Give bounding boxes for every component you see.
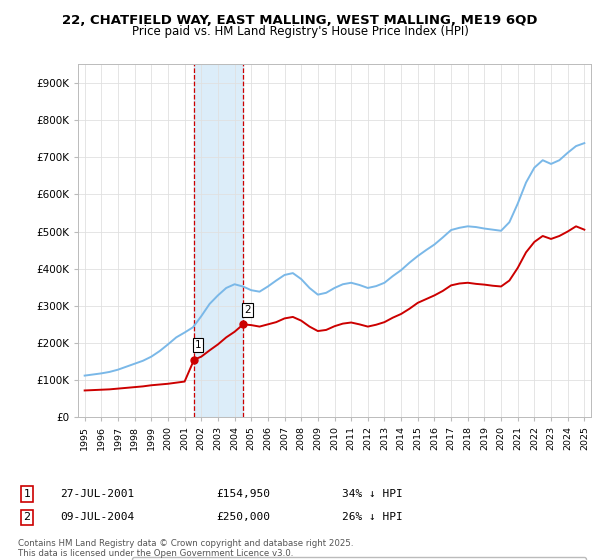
Bar bbox=[194, 64, 243, 417]
Text: 2: 2 bbox=[244, 305, 251, 315]
Text: 09-JUL-2004: 09-JUL-2004 bbox=[60, 512, 134, 522]
Text: 1: 1 bbox=[195, 340, 202, 351]
Text: 22, CHATFIELD WAY, EAST MALLING, WEST MALLING, ME19 6QD: 22, CHATFIELD WAY, EAST MALLING, WEST MA… bbox=[62, 14, 538, 27]
Text: Price paid vs. HM Land Registry's House Price Index (HPI): Price paid vs. HM Land Registry's House … bbox=[131, 25, 469, 38]
Text: 26% ↓ HPI: 26% ↓ HPI bbox=[342, 512, 403, 522]
Text: 1: 1 bbox=[23, 489, 31, 499]
Text: Contains HM Land Registry data © Crown copyright and database right 2025.
This d: Contains HM Land Registry data © Crown c… bbox=[18, 539, 353, 558]
Text: 34% ↓ HPI: 34% ↓ HPI bbox=[342, 489, 403, 499]
Text: £250,000: £250,000 bbox=[216, 512, 270, 522]
Text: £154,950: £154,950 bbox=[216, 489, 270, 499]
Legend: 22, CHATFIELD WAY, EAST MALLING, WEST MALLING, ME19 6QD (detached house), HPI: A: 22, CHATFIELD WAY, EAST MALLING, WEST MA… bbox=[132, 557, 586, 560]
Text: 2: 2 bbox=[23, 512, 31, 522]
Text: 27-JUL-2001: 27-JUL-2001 bbox=[60, 489, 134, 499]
